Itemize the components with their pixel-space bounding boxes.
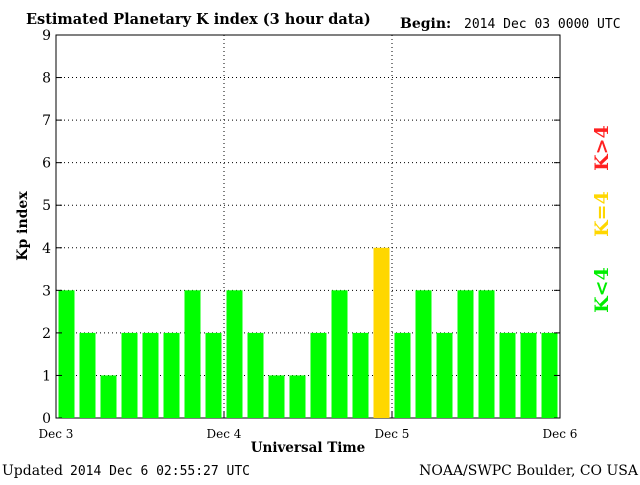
begin-label: Begin:	[400, 16, 451, 32]
y-ticks: 0 1 2 3 4 5 6 7 8 9	[42, 28, 560, 427]
kp-bar	[121, 332, 138, 418]
y-tick-label: 5	[42, 198, 51, 214]
kp-bar	[415, 290, 432, 418]
kp-bar	[499, 332, 516, 418]
kp-bar	[226, 290, 243, 418]
y-tick-label: 0	[42, 411, 51, 427]
kp-bar	[79, 332, 96, 418]
y-tick-label: 8	[42, 71, 51, 87]
kp-bar	[184, 290, 201, 418]
kp-bar	[205, 332, 222, 418]
kp-bar	[289, 375, 306, 418]
x-ticks: Dec 3 Dec 4 Dec 5 Dec 6	[39, 412, 578, 441]
kp-bar	[247, 332, 264, 418]
kp-bar	[163, 332, 180, 418]
kp-bar	[541, 332, 558, 418]
kp-bar	[310, 332, 327, 418]
y-tick-label: 2	[42, 326, 51, 342]
chart-title: Estimated Planetary K index (3 hour data…	[26, 11, 371, 28]
kp-bar	[478, 290, 495, 418]
x-tick-label: Dec 6	[543, 427, 578, 441]
y-tick-label: 7	[42, 113, 51, 129]
x-tick-label: Dec 4	[207, 427, 242, 441]
updated-value: 2014 Dec 6 02:55:27 UTC	[70, 464, 250, 479]
source-credit: NOAA/SWPC Boulder, CO USA	[419, 463, 639, 479]
plot-frame	[55, 34, 561, 419]
kp-bar	[520, 332, 537, 418]
kp-bar	[100, 375, 117, 418]
x-axis-label: Universal Time	[251, 440, 366, 456]
x-tick-label: Dec 5	[375, 427, 410, 441]
legend-mid: K=4	[591, 191, 613, 237]
y-tick-label: 9	[42, 28, 51, 44]
x-tick-label: Dec 3	[39, 427, 74, 441]
y-tick-label: 4	[42, 241, 51, 257]
kp-bar	[331, 290, 348, 418]
bars	[58, 247, 558, 418]
legend-high: K>4	[591, 125, 613, 171]
updated-label: Updated	[2, 463, 63, 479]
y-axis-label: Kp index	[15, 191, 31, 261]
kp-bar	[394, 332, 411, 418]
begin-value: 2014 Dec 03 0000 UTC	[464, 17, 621, 32]
legend-low: K<4	[591, 267, 613, 313]
y-tick-label: 6	[42, 156, 51, 172]
kp-bar	[373, 247, 390, 418]
grid-lines	[56, 35, 560, 418]
y-tick-label: 1	[42, 368, 51, 384]
kp-bar	[58, 290, 75, 418]
kp-bar	[352, 332, 369, 418]
kp-bar	[436, 332, 453, 418]
y-tick-label: 3	[42, 283, 51, 299]
kp-bar	[142, 332, 159, 418]
kp-bar	[457, 290, 474, 418]
kp-bar	[268, 375, 285, 418]
